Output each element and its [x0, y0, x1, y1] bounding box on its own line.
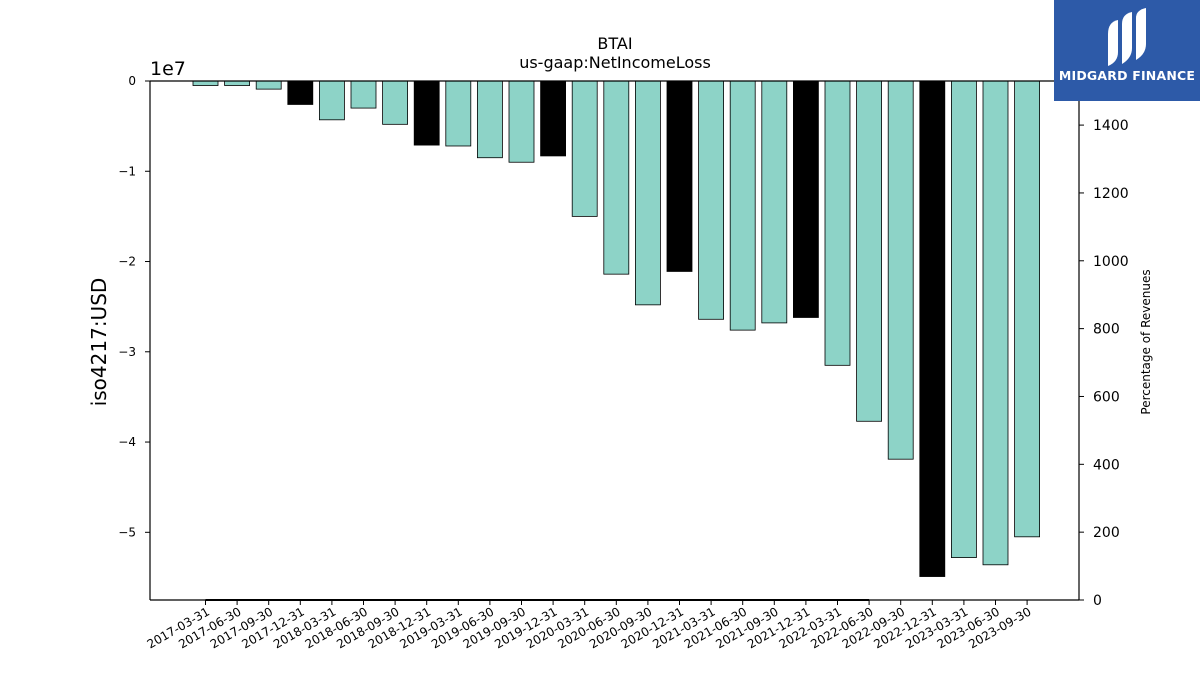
bar-2022-03-31 [824, 80, 851, 366]
y-axis-label: iso4217:USD [87, 278, 111, 407]
y-axis-ticks: 0 −1 −2 −3 −4 −5 [118, 74, 150, 539]
bar-2017-12-31 [287, 80, 314, 105]
bar-2020-06-30 [603, 80, 630, 275]
bar-2017-03-31 [192, 80, 219, 86]
bar-2021-12-31 [793, 80, 819, 318]
x-axis-ticks: 2017-03-312017-06-302017-09-302017-12-31… [145, 600, 1034, 651]
bar-2018-06-30 [350, 80, 377, 109]
y-tick-label: −4 [118, 435, 136, 449]
bar-2021-09-30 [761, 80, 788, 324]
bar-2018-09-30 [382, 80, 409, 125]
bar-2020-12-31 [666, 80, 693, 272]
y2-tick-label: 1400 [1093, 118, 1129, 134]
bar-2022-06-30 [856, 80, 882, 422]
bar-2019-03-31 [445, 80, 472, 147]
bar-2019-09-30 [508, 80, 535, 163]
y2-tick-label: 800 [1093, 322, 1120, 338]
y-tick-label: −3 [118, 345, 136, 359]
bar-2023-09-30 [1014, 80, 1040, 538]
y2-tick-label: 1200 [1093, 186, 1129, 202]
bar-2017-09-30 [255, 80, 282, 90]
y2-tick-label: 200 [1093, 525, 1120, 541]
bar-2021-03-31 [698, 80, 724, 320]
bars [192, 80, 1040, 577]
y-offset-label: 1e7 [150, 58, 186, 80]
y-tick-label: −1 [118, 164, 136, 178]
bar-2021-06-30 [729, 80, 756, 331]
bar-2023-06-30 [982, 80, 1009, 566]
y2-tick-label: 0 [1093, 593, 1102, 609]
chart-title: BTAI [597, 34, 632, 53]
bar-2023-03-31 [951, 80, 977, 558]
bar-2018-12-31 [413, 80, 440, 146]
brand-name: MIDGARD FINANCE [1058, 68, 1196, 83]
y2-axis-ticks: 0 200 400 600 800 1000 1200 1400 [1079, 118, 1129, 609]
midgard-logo-icon [1108, 8, 1146, 66]
bar-2020-03-31 [571, 80, 598, 217]
y2-tick-label: 400 [1093, 457, 1120, 473]
bar-2022-12-31 [919, 80, 946, 577]
bar-2019-06-30 [476, 80, 503, 159]
y-tick-label: 0 [128, 74, 136, 88]
axes-frame [149, 80, 1080, 601]
y-tick-label: −2 [118, 255, 136, 269]
chart-subtitle: us-gaap:NetIncomeLoss [519, 53, 711, 72]
bar-2019-12-31 [540, 80, 566, 157]
y-tick-label: −5 [118, 525, 136, 539]
bar-2018-03-31 [318, 80, 345, 121]
bar-2020-09-30 [635, 80, 661, 306]
bar-2022-09-30 [887, 80, 914, 460]
y2-tick-label: 600 [1093, 389, 1120, 405]
y2-axis-label: Percentage of Revenues [1139, 269, 1153, 414]
bar-2017-06-30 [224, 80, 251, 86]
y2-tick-label: 1000 [1093, 254, 1129, 270]
